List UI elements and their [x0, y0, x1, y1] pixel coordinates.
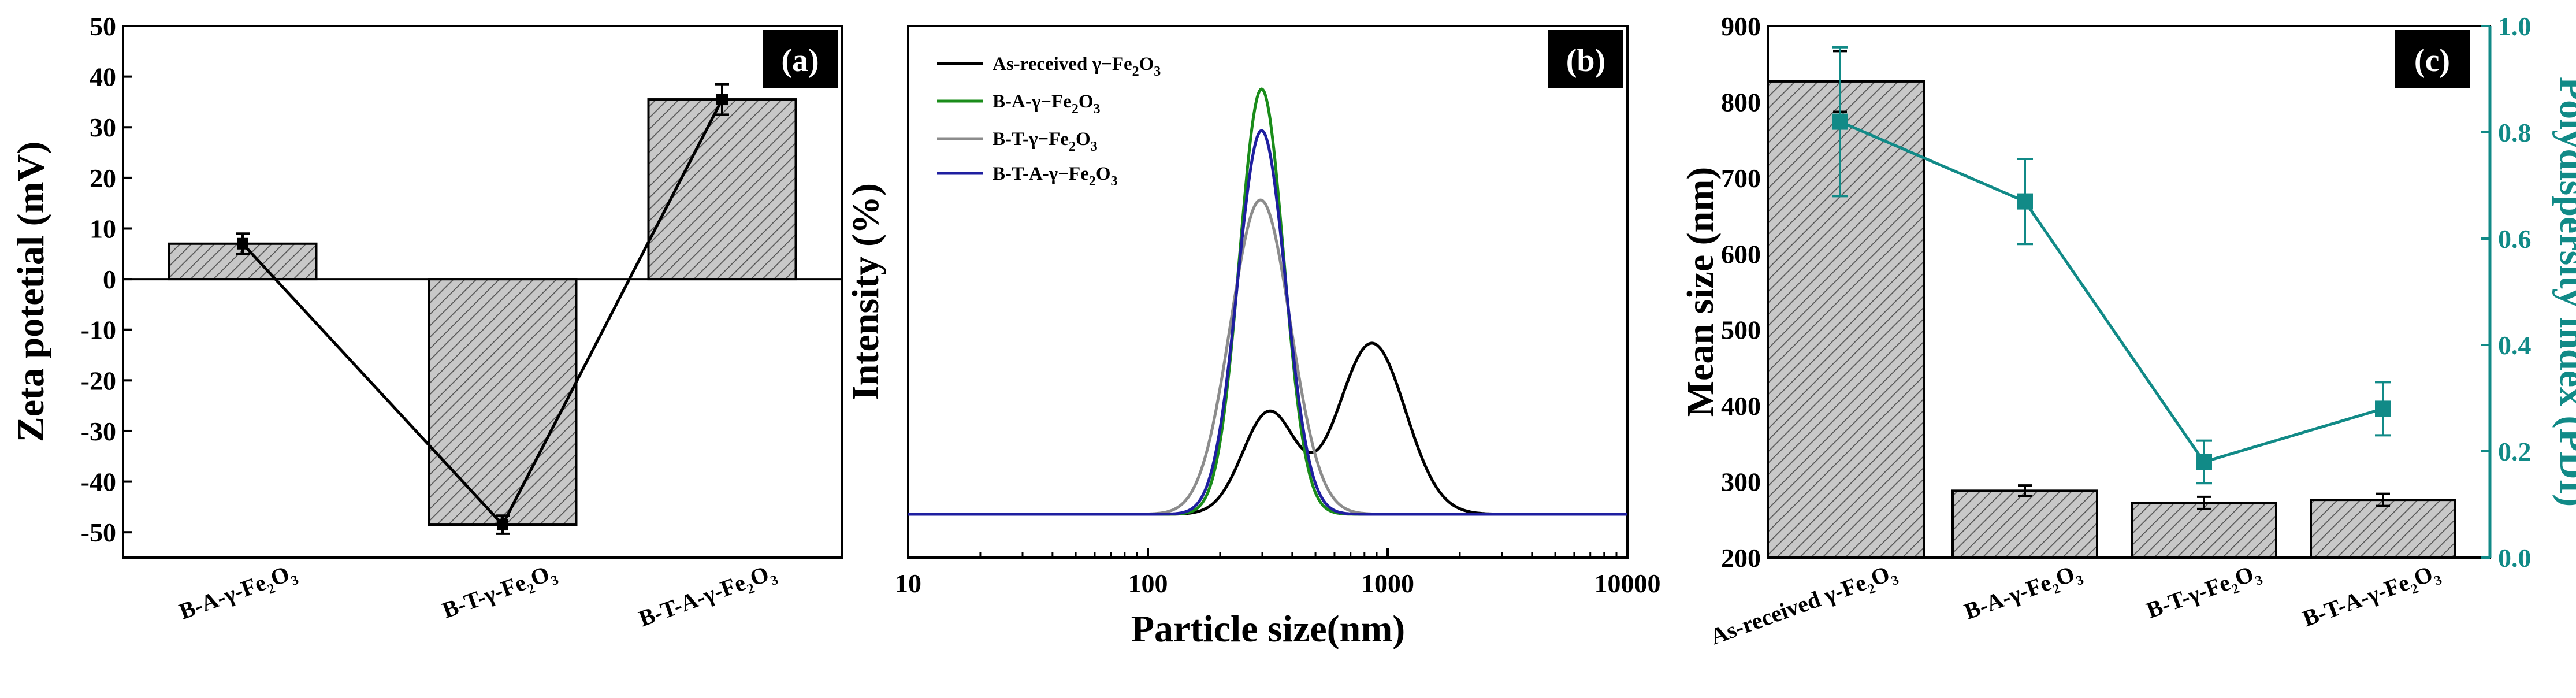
panel-a-x-categories: B-A-γ-Fe2O3 B-T-γ-Fe2O3 B-T-A-γ-Fe2O3 — [176, 558, 780, 636]
panel-c-left-ticks: 900 800 700 600 500 400 300 200 — [1721, 12, 1777, 573]
y-tick-label: 40 — [90, 62, 116, 92]
panel-b-curves — [908, 87, 1627, 516]
y-tick-label: 0 — [103, 265, 116, 294]
data-point — [237, 237, 248, 250]
y-tick-label: 200 — [1721, 543, 1761, 573]
category-label: B-T-A-γ-Fe2O3 — [2299, 558, 2444, 636]
y-tick-label: -50 — [81, 518, 116, 547]
y-tick-label: 500 — [1721, 315, 1761, 345]
panel-c-label: (c) — [2414, 43, 2450, 79]
y2-tick-label: 0.6 — [2498, 224, 2532, 254]
series-line — [908, 198, 1627, 516]
y-tick-label: 30 — [90, 113, 116, 142]
panel-b-frame — [907, 25, 1629, 559]
category-label: B-A-γ-Fe2O3 — [1961, 558, 2086, 628]
panel-a-label-box — [763, 30, 838, 88]
bar — [647, 98, 797, 281]
panel-a-points — [236, 83, 729, 535]
x-tick-label: 10000 — [1594, 569, 1661, 598]
panel-a-y-axis-title: Zeta potetial (mV) — [10, 142, 52, 443]
y-tick-label: 20 — [90, 164, 116, 193]
panel-c-label-box — [2395, 30, 2470, 88]
y-tick-label: -10 — [81, 315, 116, 345]
legend-label: B-A-γ−Fe2O3 — [993, 91, 1101, 117]
panel-a-label: (a) — [781, 43, 819, 79]
panel-b-y-axis-title: Intensity (%) — [845, 183, 887, 400]
y2-tick-label: 0.4 — [2498, 331, 2532, 360]
series-line — [908, 341, 1627, 516]
bar — [1951, 489, 2098, 559]
panel-b-label: (b) — [1566, 43, 1605, 79]
y2-tick-label: 0.2 — [2498, 437, 2532, 466]
x-tick-label: 10 — [895, 569, 921, 598]
series-line — [908, 87, 1627, 516]
y-tick-label: 600 — [1721, 239, 1761, 269]
category-label: B-T-A-γ-Fe2O3 — [635, 558, 780, 636]
x-tick-label: 1000 — [1361, 569, 1414, 598]
y-tick-label: 400 — [1721, 391, 1761, 421]
category-label: B-T-γ-Fe2O3 — [2143, 558, 2265, 627]
bar — [2131, 502, 2277, 559]
panel-b-x-ticks: 10 100 1000 10000 — [895, 548, 1661, 598]
pdi-point — [2017, 193, 2033, 210]
bar — [1767, 80, 1925, 559]
panel-b-x-axis-title: Particle size(nm) — [1131, 608, 1406, 650]
y-tick-label: -20 — [81, 366, 116, 395]
legend-label: As-received γ−Fe2O3 — [993, 54, 1161, 79]
y-tick-label: 700 — [1721, 164, 1761, 193]
pdi-point — [2196, 454, 2212, 470]
panel-b-legend: As-received γ−Fe2O3 B-A-γ−Fe2O3 B-T-γ−Fe2O… — [937, 54, 1161, 189]
panel-c-y-axis-title: Mean size (nm) — [1679, 167, 1722, 417]
category-label: B-T-γ-Fe2O3 — [438, 558, 560, 627]
legend-label: B-T-A-γ−Fe2O3 — [993, 164, 1118, 189]
panel-a-y-ticks: 50 40 30 20 10 0 -10 -20 -30 -40 -50 — [81, 12, 132, 547]
y-tick-label: 50 — [90, 12, 116, 41]
pdi-point — [1832, 113, 1848, 130]
y-tick-label: -40 — [81, 467, 116, 497]
y2-tick-label: 0.0 — [2498, 543, 2532, 573]
data-point — [497, 519, 508, 531]
x-tick-label: 100 — [1128, 569, 1168, 598]
series-line — [908, 129, 1627, 516]
panel-a-bars — [168, 98, 797, 526]
y2-tick-label: 0.8 — [2498, 118, 2532, 147]
panel-c-mean-size-pdi: 900 800 700 600 500 400 300 200 1.0 0.8 0.6 0.4 0.2… — [1679, 12, 2576, 649]
panel-b-particle-size: 10 100 1000 10000 As-received γ−Fe2O3 B-A-γ−… — [845, 25, 1661, 650]
y2-tick-label: 1.0 — [2498, 12, 2532, 41]
bar — [2310, 499, 2456, 559]
y-tick-label: 10 — [90, 214, 116, 243]
y-tick-label: 300 — [1721, 467, 1761, 497]
panel-a-frame — [122, 25, 843, 559]
y-tick-label: 900 — [1721, 12, 1761, 41]
panel-c-x-categories: As-received γ-Fe2O3 B-A-γ-Fe2O3 B-T-γ-Fe2O… — [1707, 558, 2444, 649]
pdi-point — [2375, 400, 2391, 417]
category-label: B-A-γ-Fe2O3 — [176, 558, 301, 628]
y-tick-label: 800 — [1721, 87, 1761, 117]
panel-c-right-ticks: 1.0 0.8 0.6 0.4 0.2 0.0 — [2481, 12, 2532, 573]
panel-c-pdi-line — [1839, 120, 2384, 464]
y-tick-label: -30 — [81, 417, 116, 446]
panel-c-secondary-axis-title: Polydispersity index (PDI) — [2552, 77, 2576, 507]
data-point — [716, 94, 728, 106]
panel-b-label-box — [1548, 30, 1623, 88]
panel-c-pdi-points — [1832, 46, 2391, 485]
panel-c-bars — [1767, 50, 2456, 559]
bar — [428, 278, 578, 526]
legend-label: B-T-γ−Fe2O3 — [993, 129, 1098, 154]
